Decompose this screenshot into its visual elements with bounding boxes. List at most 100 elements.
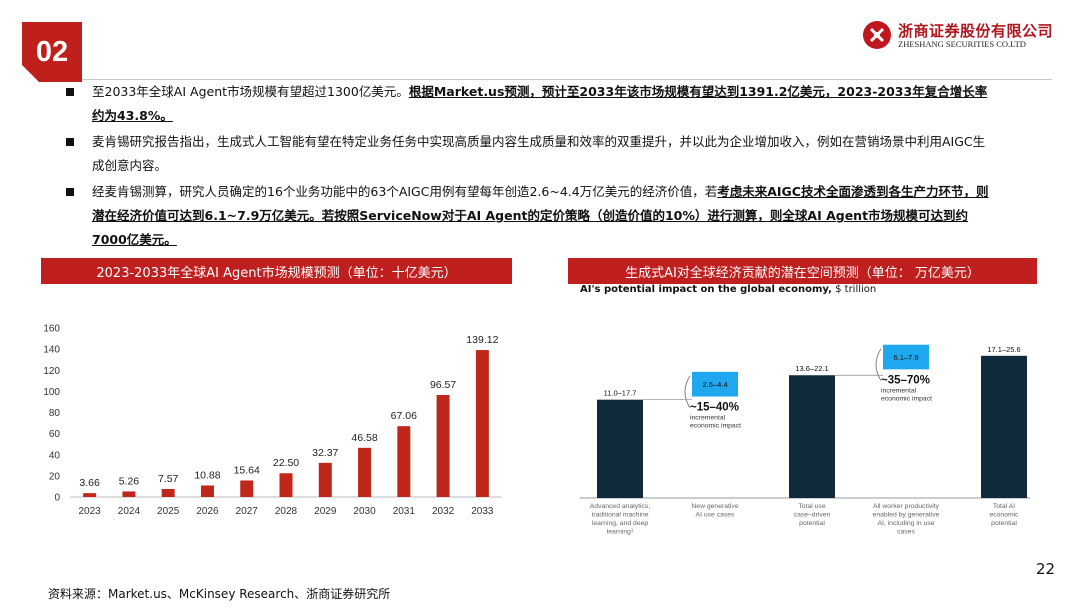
bullet-square-icon: [66, 138, 74, 146]
bar: [358, 447, 372, 497]
logo-chinese-name: 浙商证券股份有限公司: [898, 22, 1054, 40]
increment-percent: ~15–40%: [690, 402, 739, 414]
y-tick-label: 100: [43, 387, 60, 398]
bar-value-label: 3.66: [79, 477, 100, 489]
bar: [122, 491, 136, 497]
section-number: 02: [35, 35, 69, 68]
mckinsey-chart: AI's potential impact on the global econ…: [572, 284, 1034, 554]
bar: [161, 489, 175, 497]
y-tick-label: 0: [54, 493, 60, 504]
bar-range-label: 11.0–17.7: [604, 389, 637, 398]
bar: [397, 426, 411, 497]
total-bar: [597, 399, 643, 498]
bar: [318, 462, 332, 497]
bar-value-label: 7.57: [158, 473, 179, 485]
increment-bar: [692, 371, 738, 397]
y-tick-label: 140: [43, 345, 60, 356]
bar: [200, 485, 214, 497]
bar: [240, 480, 254, 497]
bar-value-label: 46.58: [351, 432, 377, 444]
category-label: Total use: [798, 503, 825, 510]
category-label: learning¹: [607, 529, 634, 536]
bar: [279, 473, 293, 497]
category-label: All worker productivity: [873, 503, 940, 510]
x-tick-label: 2029: [314, 506, 337, 517]
bar-value-label: 67.06: [391, 410, 417, 422]
left-chart-title: 2023-2033年全球AI Agent市场规模预测（单位：十亿美元）: [41, 258, 512, 284]
zheshang-logo-icon: [863, 21, 891, 49]
y-tick-label: 120: [43, 366, 60, 377]
bar-value-label: 22.50: [273, 457, 299, 469]
category-label: AI, including in use: [877, 520, 934, 527]
mckinsey-chart-subtitle: AI's potential impact on the global econ…: [580, 284, 877, 295]
bullet-text: 至2033年全球AI Agent市场规模有望超过1300亿美元。: [92, 84, 409, 99]
category-label: economic: [989, 512, 1019, 519]
increment-label: incremental: [881, 387, 917, 394]
market-size-bar-chart: 0 20 40 60 80 100 120 140 160 3.66 2023 5.26 2024 7.5…: [43, 324, 502, 517]
header-divider: [82, 79, 1052, 80]
x-tick-label: 2032: [432, 506, 455, 517]
category-label: AI use cases: [696, 512, 736, 519]
x-tick-label: 2025: [157, 506, 180, 517]
x-tick-label: 2028: [275, 506, 298, 517]
increment-label: economic impact: [690, 423, 741, 430]
increment-label: economic impact: [881, 395, 932, 402]
bar-value-label: 10.88: [194, 470, 220, 482]
y-tick-label: 40: [49, 450, 61, 461]
bullet-bold-text: 考虑未来AIGC技术全面渗透到各生产力环节，则潜在经济价值可达到6.1~7.9万…: [92, 184, 989, 247]
bullet-text: 麦肯锡研究报告指出，生成式人工智能有望在特定业务任务中实现高质量内容生成质量和效…: [92, 134, 986, 173]
bar-range-label: 6.1–7.9: [893, 353, 918, 362]
x-tick-label: 2031: [393, 506, 416, 517]
category-label: traditional machine: [591, 512, 648, 519]
category-label: potential: [991, 520, 1017, 527]
increment-percent: ~35–70%: [881, 374, 930, 386]
right-chart-title: 生成式AI对全球经济贡献的潜在空间预测（单位： 万亿美元）: [568, 258, 1037, 284]
economic-impact-chart: 11.0–17.7 Advanced analytics, traditional …: [580, 344, 1030, 536]
category-label: potential: [799, 520, 825, 527]
bar-range-label: 17.1–25.6: [987, 345, 1020, 354]
source-note: 资料来源：Market.us、McKinsey Research、浙商证券研究所: [48, 587, 391, 601]
x-tick-label: 2023: [79, 506, 102, 517]
y-tick-label: 20: [49, 471, 61, 482]
category-label: learning, and deep: [592, 520, 649, 527]
bar: [436, 394, 450, 497]
category-label: Total AI: [993, 503, 1015, 510]
category-label: cases: [897, 529, 915, 536]
x-tick-label: 2027: [236, 506, 259, 517]
bullet-text: 经麦肯锡测算，研究人员确定的16个业务功能中的63个AIGC用例有望每年创造2.…: [92, 184, 718, 199]
bullet-square-icon: [66, 88, 74, 96]
category-label: Advanced analytics,: [590, 503, 651, 510]
bar-value-label: 5.26: [119, 475, 140, 487]
bar-range-label: 13.6–22.1: [795, 364, 828, 373]
bar-value-label: 139.12: [466, 334, 498, 346]
bar-value-label: 15.64: [234, 464, 260, 476]
bullet-item: 经麦肯锡测算，研究人员确定的16个业务功能中的63个AIGC用例有望每年创造2.…: [66, 180, 996, 252]
company-logo: 浙商证券股份有限公司 ZHESHANG SECURITIES CO.LTD: [862, 20, 1054, 52]
bar-range-label: 2.6–4.4: [702, 380, 727, 389]
bracket-icon: [684, 375, 691, 409]
bullet-bold-text: 根据Market.us预测，预计至2033年该市场规模有望达到1391.2亿美元…: [92, 84, 988, 123]
x-tick-label: 2024: [118, 506, 141, 517]
bullet-item: 至2033年全球AI Agent市场规模有望超过1300亿美元。根据Market…: [66, 80, 996, 128]
y-tick-label: 60: [49, 429, 61, 440]
x-tick-label: 2033: [471, 506, 494, 517]
section-badge: 02: [22, 22, 82, 83]
bullet-square-icon: [66, 188, 74, 196]
bar-value-label: 96.57: [430, 379, 456, 391]
y-tick-label: 80: [49, 408, 61, 419]
x-tick-label: 2026: [196, 506, 219, 517]
logo-english-name: ZHESHANG SECURITIES CO.LTD: [898, 39, 1026, 49]
bullet-list: 至2033年全球AI Agent市场规模有望超过1300亿美元。根据Market…: [66, 80, 996, 252]
total-bar: [789, 375, 835, 498]
category-label: enabled by generative: [873, 512, 940, 519]
bar: [475, 350, 489, 497]
page-number: 22: [1036, 560, 1056, 578]
increment-label: incremental: [690, 415, 726, 422]
bullet-item: 麦肯锡研究报告指出，生成式人工智能有望在特定业务任务中实现高质量内容生成质量和效…: [66, 130, 996, 178]
x-tick-label: 2030: [353, 506, 376, 517]
total-bar: [981, 355, 1027, 498]
increment-bar: [883, 344, 929, 370]
bar: [83, 493, 97, 497]
category-label: case–driven: [794, 512, 831, 519]
y-tick-label: 160: [43, 324, 60, 335]
